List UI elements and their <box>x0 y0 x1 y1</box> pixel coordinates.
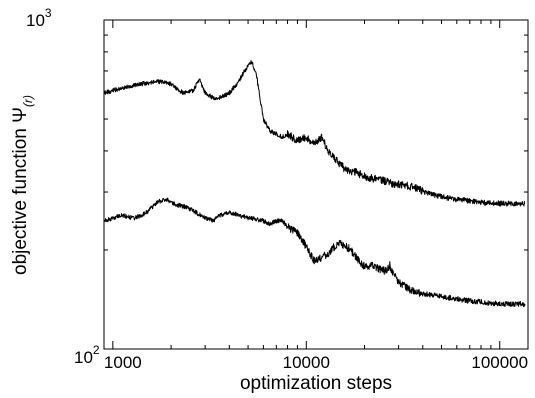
series-line-1 <box>103 60 526 207</box>
series-line-2 <box>103 197 526 308</box>
x-tick-label-1000: 1000 <box>104 353 142 372</box>
series-layer <box>103 60 526 308</box>
plot-frame <box>103 19 529 350</box>
y-axis-label: objective function Ψ(r) <box>10 95 35 275</box>
x-tick-label-100000: 100000 <box>471 353 528 372</box>
y-axis-label-main: objective function Ψ <box>10 107 31 275</box>
svg-text:objective function Ψ(r): objective function Ψ(r) <box>10 95 35 275</box>
y-tick-label-1000: 103 <box>26 6 52 30</box>
x-axis-label: optimization steps <box>240 373 392 394</box>
x-tick-label-10000: 10000 <box>283 353 330 372</box>
y-axis-label-subscript: (r) <box>21 95 35 107</box>
y-tick-label-100: 102 <box>74 343 100 367</box>
ticks-layer <box>104 19 528 350</box>
